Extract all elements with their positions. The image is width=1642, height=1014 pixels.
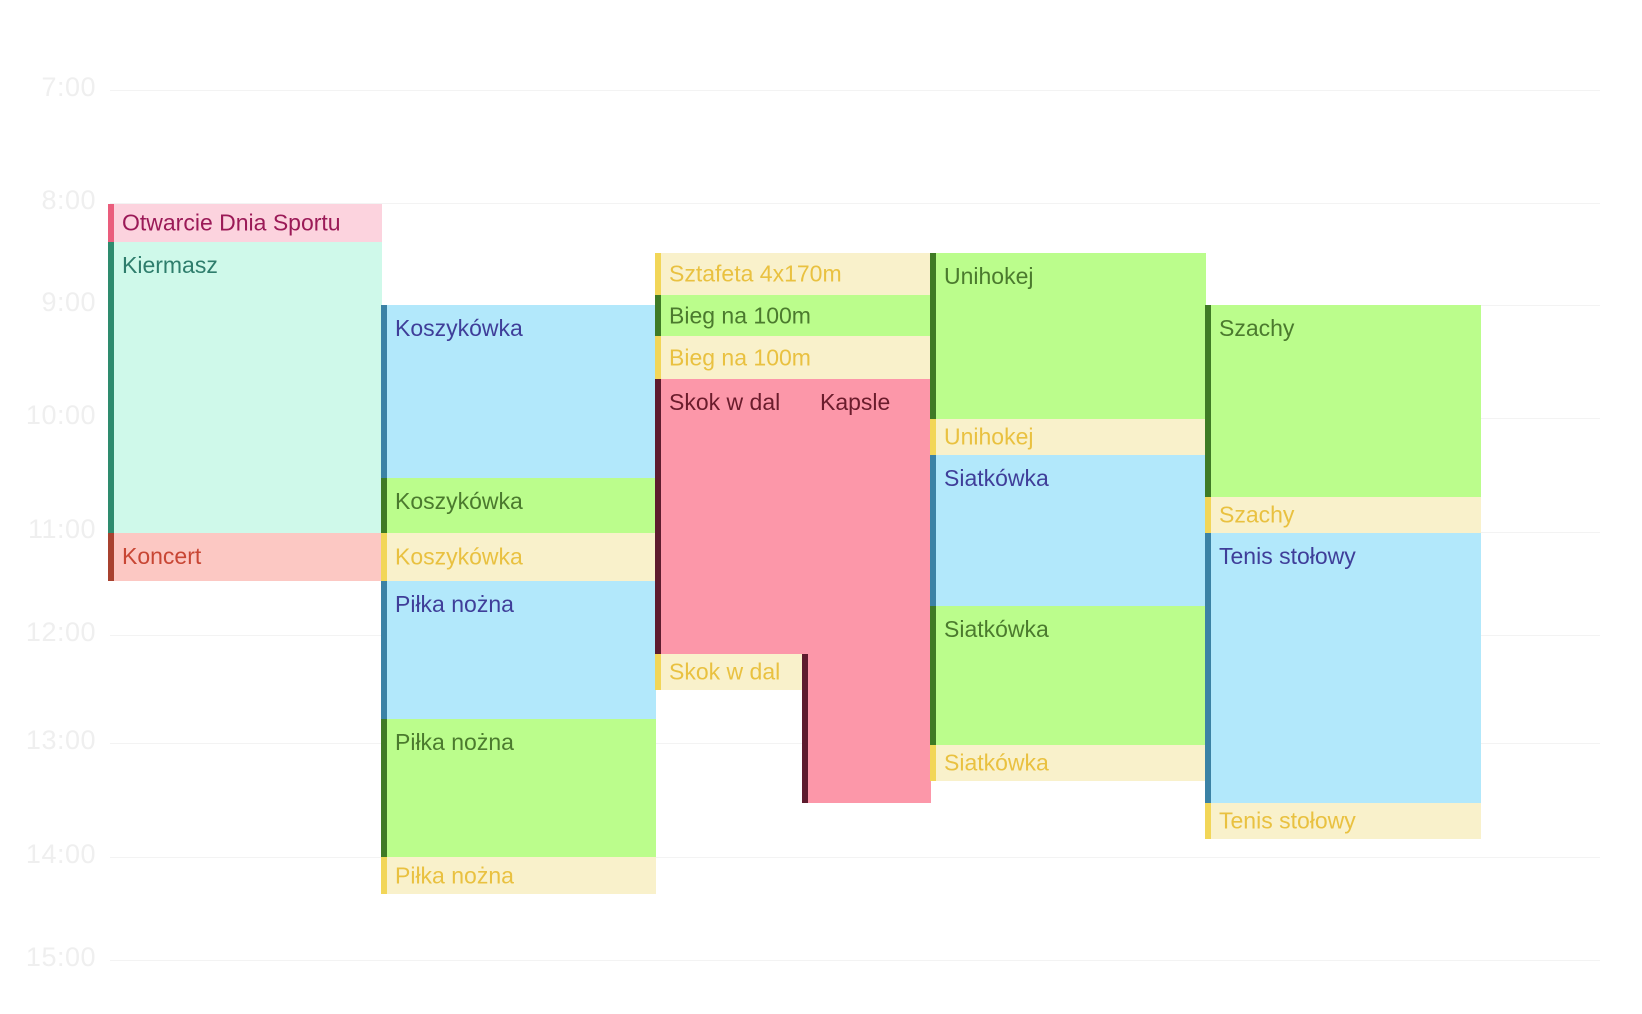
event-label: Siatkówka [944, 749, 1049, 776]
event-bar [381, 857, 387, 894]
event-otwarcie[interactable]: Otwarcie Dnia Sportu [108, 204, 382, 242]
event-pilka-nozna[interactable]: Piłka nożna [381, 719, 656, 857]
event-bar [381, 305, 387, 478]
time-label: 12:00 [25, 617, 96, 647]
event-bar [108, 533, 114, 581]
grid-line [110, 960, 1600, 961]
event-label: Piłka nożna [395, 591, 514, 617]
event-unihokej[interactable]: Unihokej [930, 419, 1206, 455]
event-label: Siatkówka [944, 616, 1049, 642]
event-tenis-stolowy[interactable]: Tenis stołowy [1205, 803, 1481, 839]
grid-line [110, 857, 1600, 858]
event-kiermasz[interactable]: Kiermasz [108, 242, 382, 533]
event-label: Piłka nożna [395, 862, 514, 888]
event-bar [381, 581, 387, 719]
event-bieg[interactable]: Bieg na 100m [655, 295, 931, 336]
time-label: 11:00 [27, 514, 96, 544]
event-label-kapsle: Kapsle [820, 389, 891, 415]
event-bar [655, 295, 661, 336]
event-label: Unihokej [944, 423, 1034, 450]
event-szachy[interactable]: Szachy [1205, 305, 1481, 497]
time-label: 7:00 [41, 72, 96, 102]
event-label: Siatkówka [944, 465, 1049, 491]
time-label: 8:00 [41, 185, 96, 215]
event-bar [802, 654, 808, 803]
event-label: Koszykówka [395, 488, 523, 514]
event-siatkowka[interactable]: Siatkówka [930, 455, 1206, 606]
event-label: Skok w dal [669, 389, 781, 415]
event-bar [1205, 533, 1211, 803]
event-label: Bieg na 100m [669, 344, 811, 370]
event-koszykowka[interactable]: Koszykówka [381, 533, 656, 581]
event-bar [381, 533, 387, 581]
event-label: Koszykówka [395, 543, 523, 570]
event-sztafeta[interactable]: Sztafeta 4x170m [655, 253, 931, 295]
event-bar [1205, 803, 1211, 839]
event-label: Bieg na 100m [669, 302, 811, 328]
event-siatkowka[interactable]: Siatkówka [930, 745, 1206, 781]
event-pilka-nozna[interactable]: Piłka nożna [381, 581, 656, 719]
grid-line [110, 90, 1600, 91]
event-koszykowka[interactable]: Koszykówka [381, 305, 656, 478]
event-label: Tenis stołowy [1219, 807, 1356, 834]
event-label: Otwarcie Dnia Sportu [122, 209, 341, 236]
event-bar [655, 379, 661, 654]
event-label: Szachy [1219, 315, 1295, 341]
event-label: Szachy [1219, 501, 1295, 528]
event-label: Sztafeta 4x170m [669, 260, 842, 287]
event-bar [930, 745, 936, 781]
event-kapsle-continued[interactable] [802, 654, 931, 803]
event-label: Piłka nożna [395, 729, 514, 755]
event-koncert[interactable]: Koncert [108, 533, 382, 581]
time-label: 9:00 [41, 287, 96, 317]
event-bar [930, 419, 936, 455]
event-label: Koncert [122, 543, 202, 569]
event-unihokej[interactable]: Unihokej [930, 253, 1206, 419]
event-skok-w-dal[interactable]: Skok w dal [655, 654, 802, 690]
event-label: Tenis stołowy [1219, 543, 1356, 569]
event-bar [108, 204, 114, 242]
event-bar [930, 253, 936, 419]
event-koszykowka[interactable]: Koszykówka [381, 478, 656, 533]
event-bar [381, 478, 387, 533]
event-bieg[interactable]: Bieg na 100m [655, 336, 931, 379]
event-tenis-stolowy[interactable]: Tenis stołowy [1205, 533, 1481, 803]
time-label: 15:00 [25, 942, 96, 972]
time-label: 14:00 [25, 839, 96, 869]
event-bar [930, 455, 936, 606]
event-label: Kiermasz [122, 252, 218, 278]
event-skok-kapsle[interactable]: Skok w dal Kapsle [655, 379, 931, 654]
event-bar [655, 336, 661, 379]
event-label: Koszykówka [395, 315, 523, 341]
event-bar [655, 654, 661, 690]
event-bar [655, 253, 661, 295]
event-bar [1205, 497, 1211, 533]
time-label: 10:00 [25, 400, 96, 430]
event-bar [381, 719, 387, 857]
event-bar [1205, 305, 1211, 497]
event-bar [930, 606, 936, 745]
grid-line [110, 203, 1600, 204]
event-label: Unihokej [944, 263, 1034, 289]
event-bar [108, 242, 114, 533]
event-pilka-nozna[interactable]: Piłka nożna [381, 857, 656, 894]
event-label: Skok w dal [669, 658, 781, 685]
event-szachy[interactable]: Szachy [1205, 497, 1481, 533]
time-label: 13:00 [25, 725, 96, 755]
event-siatkowka[interactable]: Siatkówka [930, 606, 1206, 745]
